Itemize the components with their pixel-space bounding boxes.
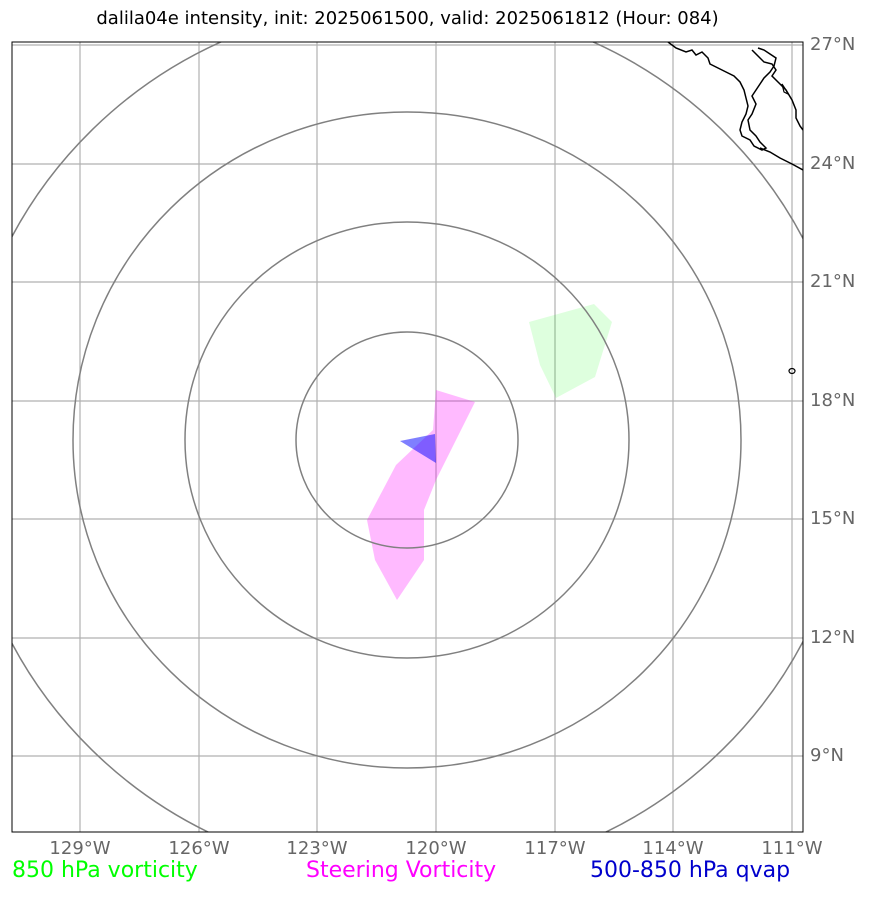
plot-frame: [11, 41, 804, 833]
coastline-islet: [781, 83, 790, 96]
legend-steering-vorticity: Steering Vorticity: [306, 858, 497, 883]
vort850-region: [529, 304, 612, 398]
steering-vorticity-region: [367, 390, 475, 600]
coastline-baja: [667, 42, 777, 151]
coastline-mainland: [751, 49, 803, 131]
longitude-label: 129°W: [49, 838, 111, 859]
latitude-label: 21°N: [810, 271, 856, 292]
longitude-label: 117°W: [524, 838, 586, 859]
graticule: [12, 42, 803, 832]
latitude-label: 15°N: [810, 508, 856, 529]
map-title: dalila04e intensity, init: 2025061500, v…: [96, 8, 719, 29]
latitude-label: 18°N: [810, 390, 856, 411]
vorticity-fields: [367, 304, 612, 600]
longitude-label: 126°W: [168, 838, 230, 859]
latitude-label: 24°N: [810, 153, 856, 174]
coastline-sonora: [759, 147, 803, 171]
range-rings: [12, 42, 803, 832]
longitude-label: 123°W: [286, 838, 348, 859]
latitude-label: 12°N: [810, 627, 856, 648]
longitude-label: 120°W: [405, 838, 467, 859]
qvap-region: [400, 434, 436, 463]
island-socorro: [788, 367, 796, 375]
longitude-label: 111°W: [761, 838, 823, 859]
legend-vort850: 850 hPa vorticity: [12, 858, 198, 883]
coastline: [667, 42, 803, 375]
legend-qvap: 500-850 hPa qvap: [590, 858, 791, 883]
longitude-label: 114°W: [642, 838, 704, 859]
range-ring: [295, 331, 519, 549]
latitude-label: 9°N: [810, 745, 844, 766]
latitude-label: 27°N: [810, 34, 856, 55]
range-ring: [72, 111, 742, 769]
range-ring: [184, 221, 630, 659]
